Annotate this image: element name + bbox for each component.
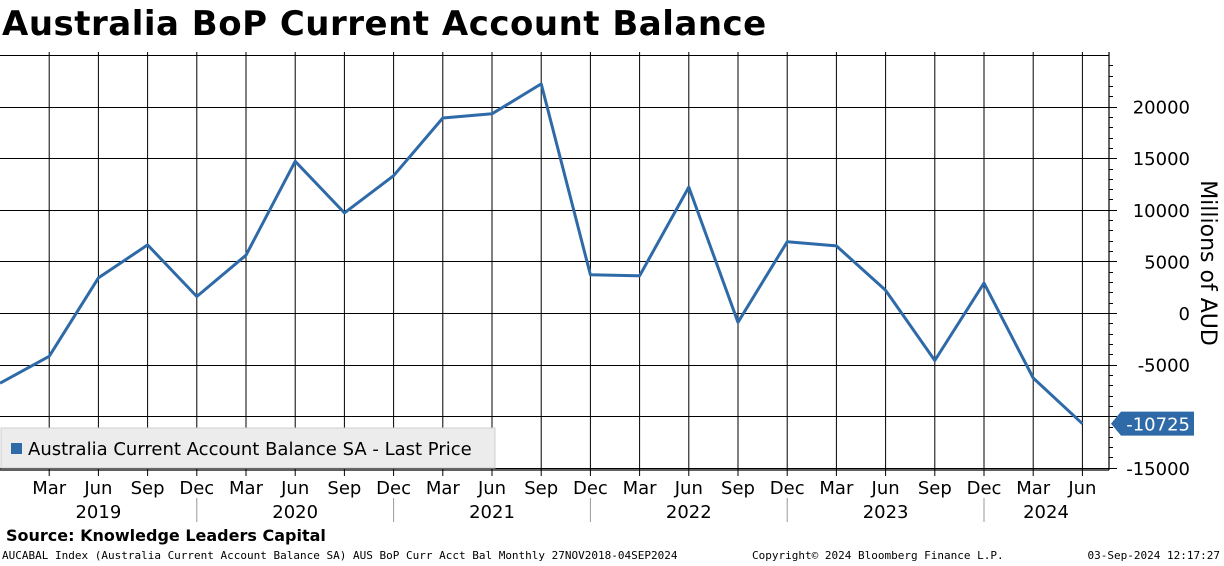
x-tick-label: Sep [131, 478, 165, 499]
x-tick-label: Dec [376, 478, 411, 499]
y-tick-label: 5000 [1144, 252, 1190, 273]
x-tick-label: Jun [83, 478, 112, 499]
year-label: 2022 [666, 502, 712, 523]
y-tick-label: 10000 [1133, 201, 1190, 222]
series-line [0, 82, 1084, 425]
x-tick-label: Sep [918, 478, 952, 499]
chart-title: Australia BoP Current Account Balance [2, 4, 767, 44]
x-tick-label: Dec [967, 478, 1002, 499]
y-axis: -15000 -5000 0 5000 10000 15000 20000 [1108, 52, 1190, 480]
last-value-label: -10725 [1126, 415, 1190, 436]
source-note: Source: Knowledge Leaders Capital [6, 526, 326, 545]
year-label: 2019 [75, 502, 121, 523]
x-axis: Mar Jun Sep Dec Mar Jun Sep Dec Mar Jun Sep Dec Mar J… [32, 470, 1096, 523]
x-tick-label: Mar [1016, 478, 1051, 499]
footer-copyright: Copyright© 2024 Bloomberg Finance L.P. [752, 549, 1004, 562]
x-tick-label: Sep [327, 478, 361, 499]
x-tick-label: Mar [32, 478, 67, 499]
x-tick-label: Mar [819, 478, 854, 499]
y-tick-label: 15000 [1133, 149, 1190, 170]
x-tick-label: Sep [524, 478, 558, 499]
y-axis-label: Millions of AUD [1195, 180, 1220, 346]
x-tick-label: Jun [477, 478, 506, 499]
year-label: 2023 [863, 502, 909, 523]
x-tick-label: Mar [623, 478, 658, 499]
x-tick-label: Jun [674, 478, 703, 499]
grid [0, 52, 1109, 471]
x-tick-label: Dec [179, 478, 214, 499]
x-tick-label: Sep [721, 478, 755, 499]
legend-label: Australia Current Account Balance SA - L… [28, 439, 472, 460]
year-label: 2024 [1023, 502, 1069, 523]
y-axis-label-group: Millions of AUD [1195, 180, 1220, 346]
x-tick-label: Jun [1067, 478, 1096, 499]
x-tick-label: Mar [426, 478, 461, 499]
y-tick-label: 20000 [1133, 98, 1190, 119]
y-tick-label: 0 [1179, 304, 1190, 325]
x-tick-label: Dec [770, 478, 805, 499]
legend-box [0, 427, 496, 469]
legend-swatch [11, 443, 22, 454]
x-tick-label: Dec [573, 478, 608, 499]
year-label: 2020 [272, 502, 318, 523]
series-layer: -10725 [0, 82, 1194, 436]
footer-index-info: AUCABAL Index (Australia Current Account… [2, 549, 678, 562]
x-tick-label: Jun [871, 478, 900, 499]
x-tick-label: Mar [229, 478, 264, 499]
footer-timestamp: 03-Sep-2024 12:17:27 [1087, 549, 1220, 562]
y-tick-label: -5000 [1138, 356, 1190, 377]
x-tick-label: Jun [280, 478, 309, 499]
legend: Australia Current Account Balance SA - L… [0, 427, 496, 469]
year-label: 2021 [469, 502, 515, 523]
y-tick-label: -15000 [1126, 459, 1190, 480]
last-value-tag [1111, 411, 1194, 436]
